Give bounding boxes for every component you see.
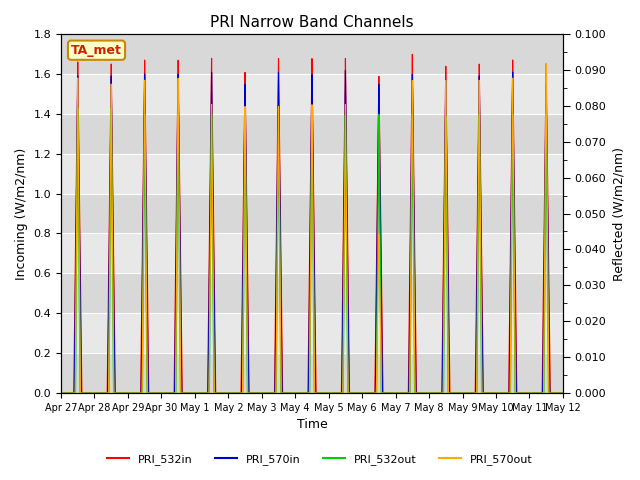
Bar [61, 313, 563, 353]
Bar [61, 154, 563, 193]
Bar [61, 274, 563, 313]
Text: TA_met: TA_met [71, 44, 122, 57]
Bar [61, 353, 563, 393]
Bar [61, 74, 563, 114]
Bar [61, 114, 563, 154]
Bar [61, 233, 563, 274]
Legend: PRI_532in, PRI_570in, PRI_532out, PRI_570out: PRI_532in, PRI_570in, PRI_532out, PRI_57… [102, 450, 538, 469]
Bar [61, 34, 563, 74]
Bar [61, 193, 563, 233]
X-axis label: Time: Time [296, 419, 327, 432]
Y-axis label: Reflected (W/m2/nm): Reflected (W/m2/nm) [612, 146, 625, 280]
Title: PRI Narrow Band Channels: PRI Narrow Band Channels [210, 15, 414, 30]
Y-axis label: Incoming (W/m2/nm): Incoming (W/m2/nm) [15, 147, 28, 280]
